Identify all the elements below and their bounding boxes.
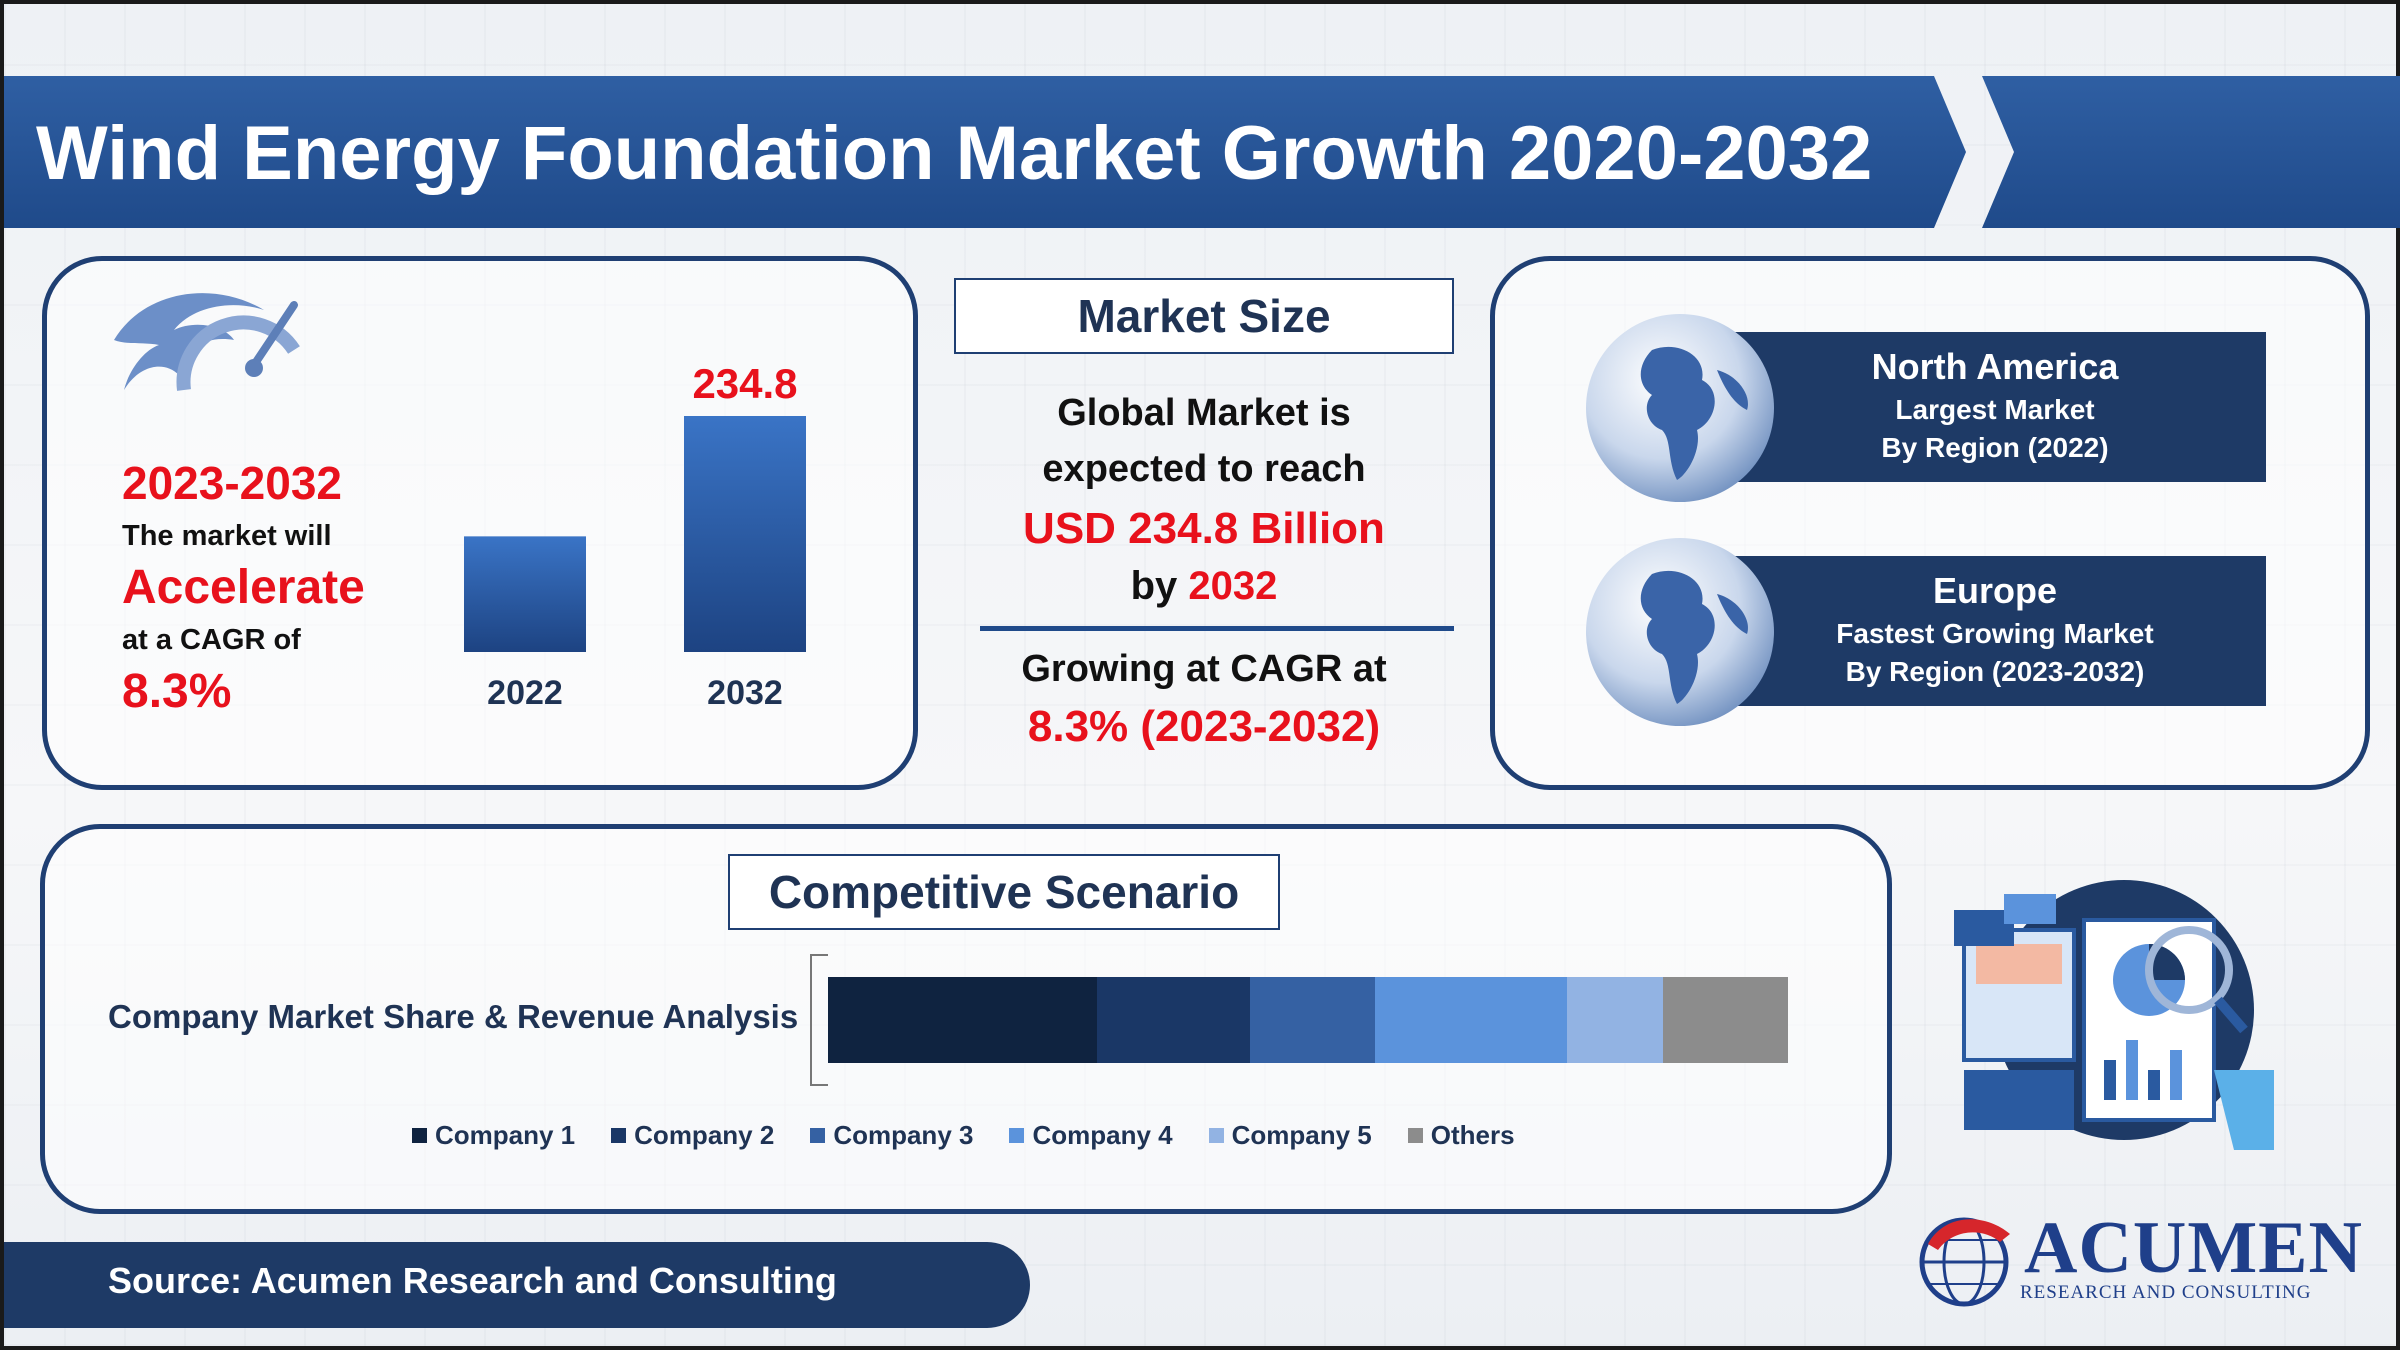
share-segment-others <box>1663 977 1788 1063</box>
legend-swatch <box>1208 1128 1224 1143</box>
market-size-heading: Market Size <box>954 278 1454 354</box>
growth-text-1: The market will <box>122 520 332 552</box>
growth-period: 2023-2032 <box>122 457 342 509</box>
legend-label: Company 5 <box>1231 1120 1372 1150</box>
market-cagr-value: 8.3% (2023-2032) <box>1027 702 1381 751</box>
market-size-bar-chart: 2022 2032 234.8 <box>464 360 806 712</box>
logo-wordmark: ACUMEN <box>2024 1207 2363 1289</box>
legend-item: Company 5 <box>1208 1120 1372 1151</box>
logo-subtitle: RESEARCH AND CONSULTING <box>2020 1282 2312 1303</box>
legend-label: Others <box>1430 1120 1515 1150</box>
growth-accelerate: Accelerate <box>122 561 365 614</box>
market-size-year-value: 2032 <box>1188 564 1278 608</box>
legend-item: Company 2 <box>611 1120 774 1151</box>
market-size-by: by <box>1130 564 1189 608</box>
page-title: Wind Energy Foundation Market Growth 202… <box>36 111 1873 196</box>
title-banner-arrow <box>1982 76 2400 228</box>
tick-label-2032: 2032 <box>707 674 783 712</box>
market-size-divider <box>980 626 1454 631</box>
data-label-2032: 234.8 <box>692 360 797 407</box>
share-segment-company-3 <box>1250 977 1376 1063</box>
market-share-stacked-bar <box>828 977 1788 1063</box>
share-segment-company-4 <box>1375 977 1568 1063</box>
region-subtitle: Fastest Growing Market <box>1836 618 2154 649</box>
legend-label: Company 4 <box>1032 1120 1173 1150</box>
market-size-text-1: Global Market is <box>1057 392 1351 434</box>
analytics-illustration-icon <box>1954 880 2274 1150</box>
share-segment-company-5 <box>1567 977 1664 1063</box>
legend-swatch <box>412 1128 427 1143</box>
legend-swatch <box>611 1128 627 1143</box>
region-card-europe: Europe Fastest Growing Market By Region … <box>1724 556 2266 706</box>
market-size-value: USD 234.8 Billion <box>1023 504 1385 553</box>
legend-swatch <box>810 1128 826 1143</box>
globe-icon <box>1586 314 1774 502</box>
region-name: North America <box>1871 346 2119 387</box>
legend-item: Others <box>1407 1120 1515 1151</box>
legend-item: Company 3 <box>810 1120 973 1151</box>
legend-item: Company 1 <box>412 1120 575 1151</box>
market-size-year: by 2032 <box>954 564 1454 609</box>
tick-label-2022: 2022 <box>487 674 563 712</box>
speedometer-icon <box>114 293 300 391</box>
title-banner <box>4 76 1966 228</box>
bar-2022 <box>464 536 586 652</box>
bar-2032 <box>684 416 806 652</box>
growth-text-2: at a CAGR of <box>122 624 301 656</box>
legend-swatch <box>1407 1128 1423 1143</box>
region-subtitle: Largest Market <box>1895 394 2095 425</box>
source-text: Source: Acumen Research and Consulting <box>108 1260 837 1301</box>
legend-item: Company 4 <box>1009 1120 1173 1151</box>
competitive-heading: Competitive Scenario <box>728 854 1280 930</box>
legend-swatch <box>1009 1128 1025 1143</box>
region-subtitle: By Region (2023-2032) <box>1845 656 2145 687</box>
competitive-label: Company Market Share & Revenue Analysis <box>108 998 799 1035</box>
globe-icon <box>1586 538 1774 726</box>
bar-bracket <box>810 954 828 1086</box>
share-segment-company-2 <box>1096 977 1251 1063</box>
region-card-north-america: North America Largest Market By Region (… <box>1724 332 2266 482</box>
market-size-text-2: expected to reach <box>1042 448 1366 490</box>
growth-cagr: 8.3% <box>122 665 232 718</box>
region-name: Europe <box>1932 570 2057 611</box>
legend-label: Company 1 <box>435 1120 576 1150</box>
market-share-legend: Company 1 Company 2 Company 3 Company 4 Comp… <box>412 1120 1515 1151</box>
legend-label: Company 2 <box>634 1120 775 1150</box>
source-bar <box>4 1242 1030 1328</box>
acumen-logo-icon <box>1919 1217 2010 1307</box>
legend-label: Company 3 <box>833 1120 974 1150</box>
market-cagr-label: Growing at CAGR at <box>1021 648 1387 690</box>
region-subtitle: By Region (2022) <box>1881 432 2109 463</box>
share-segment-company-1 <box>828 977 1097 1063</box>
